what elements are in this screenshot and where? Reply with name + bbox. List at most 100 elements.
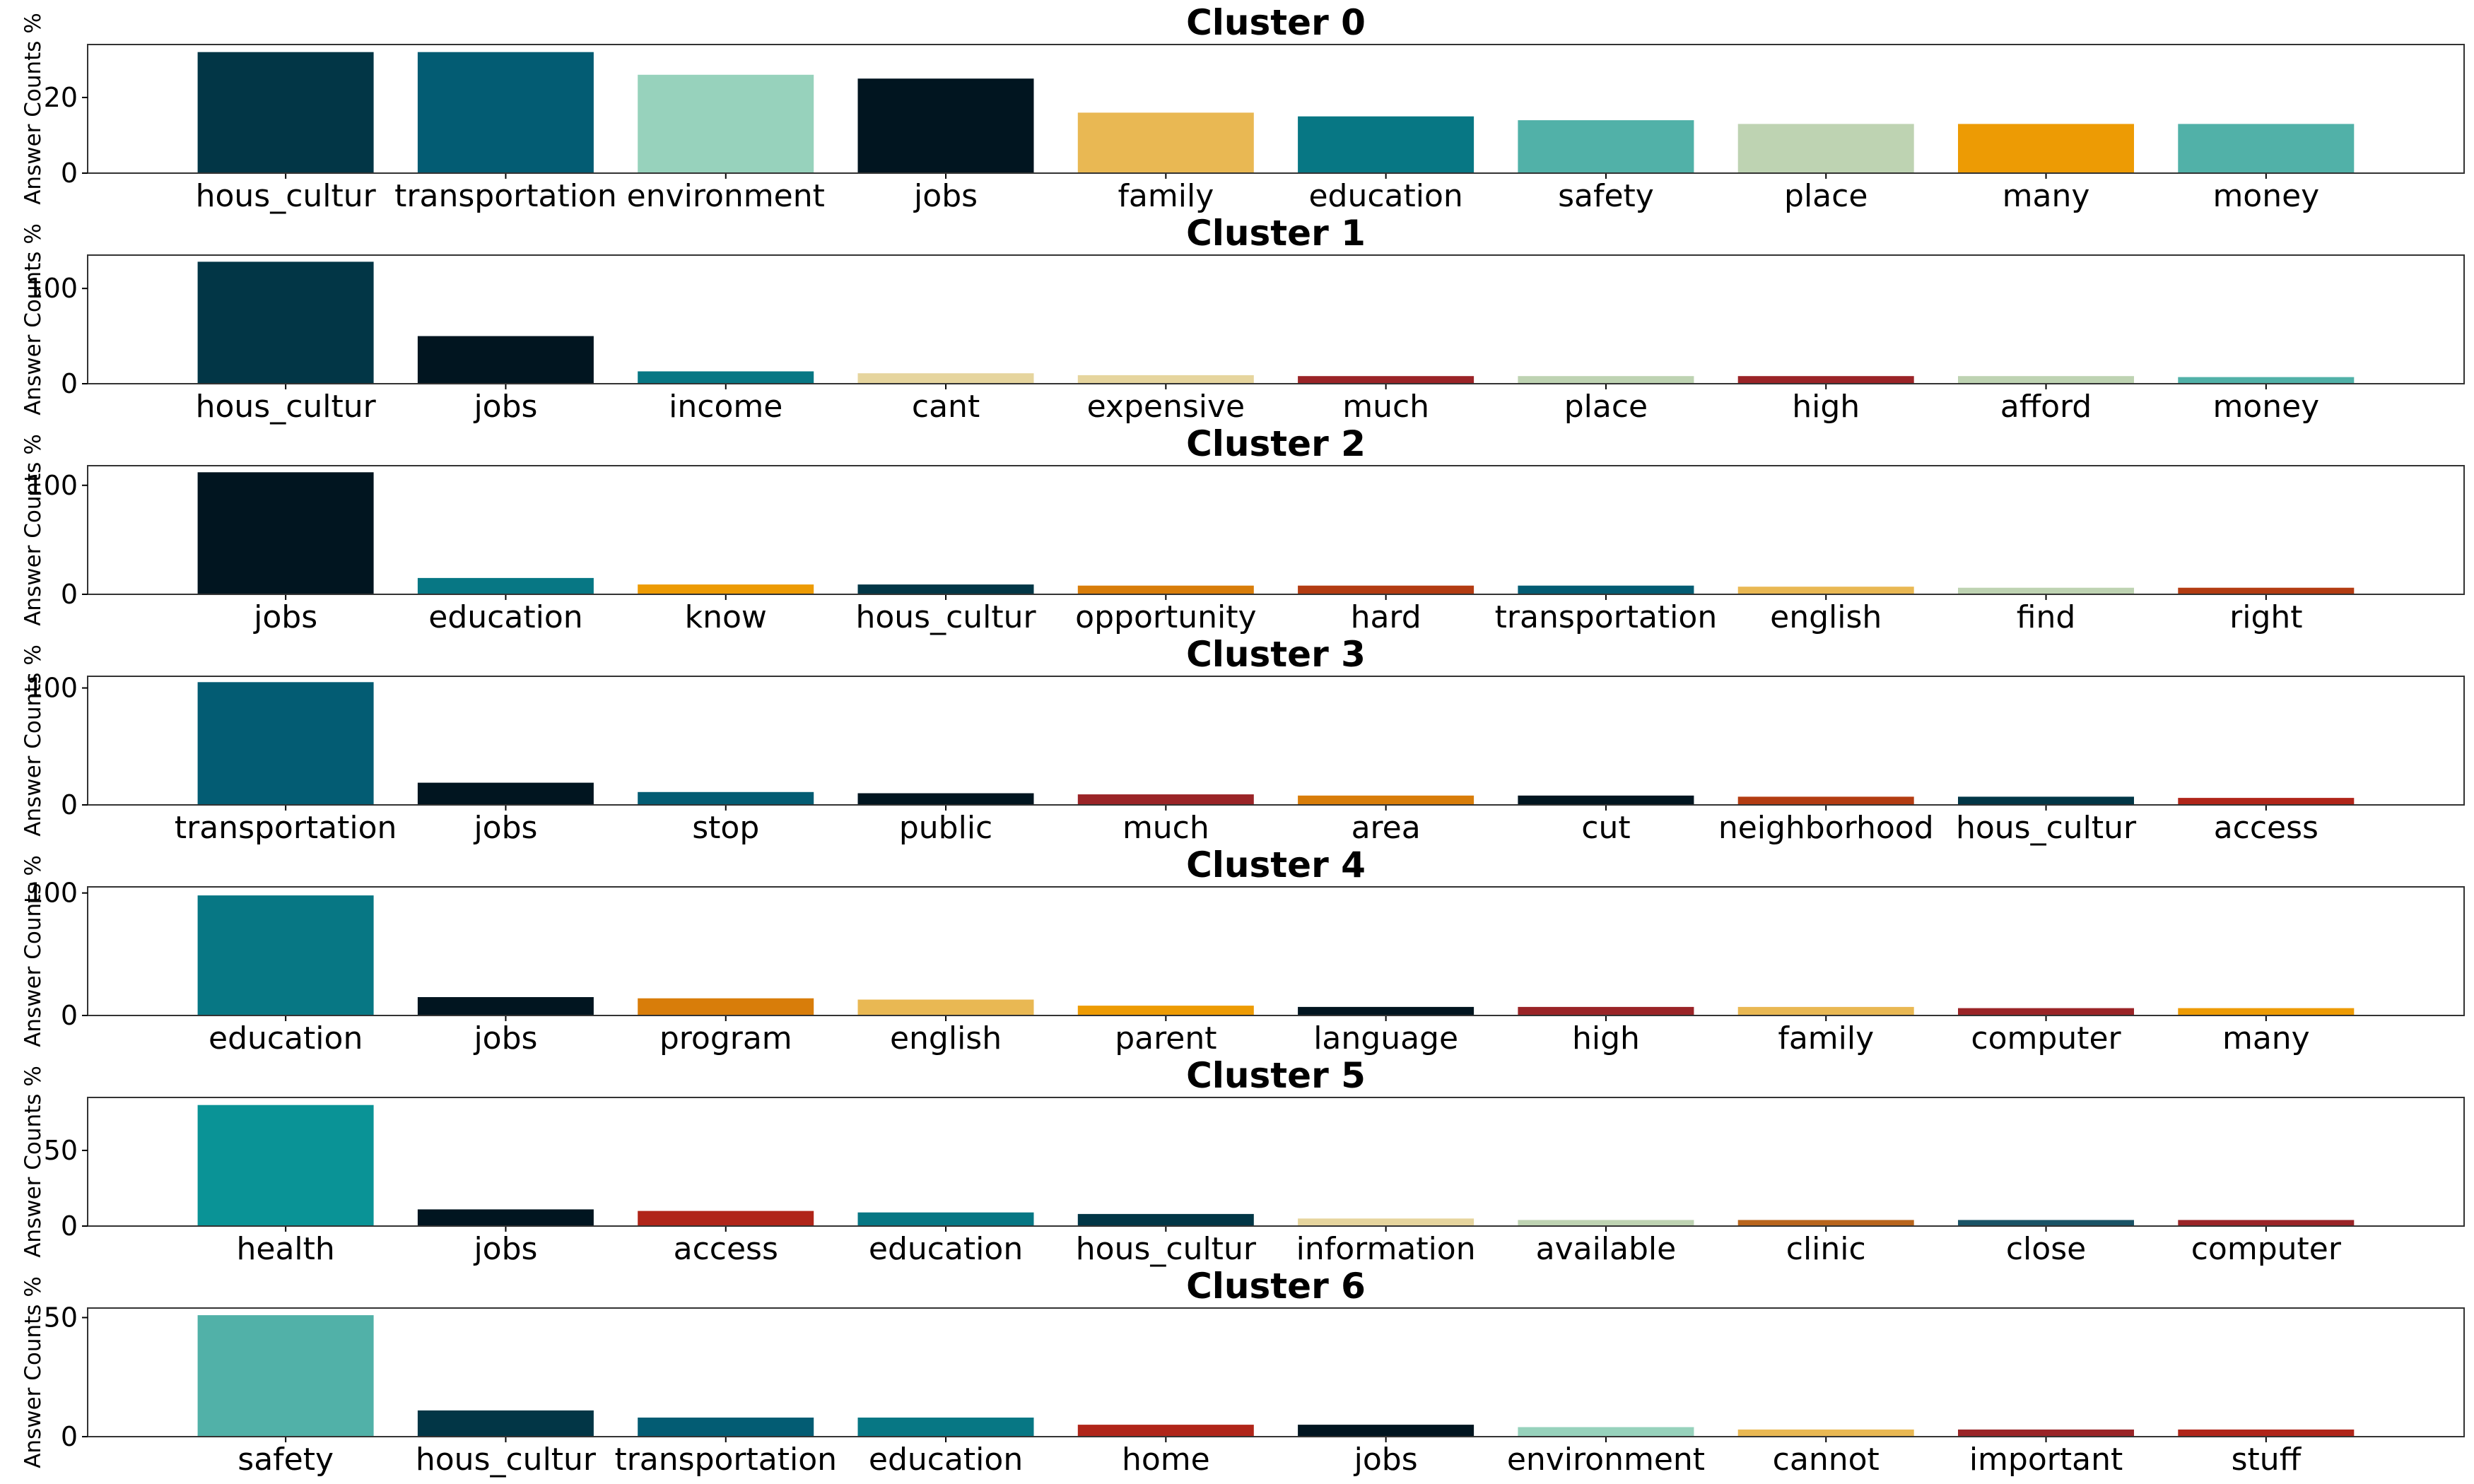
axes-frame bbox=[87, 676, 2465, 806]
x-tick-label: program bbox=[659, 1020, 792, 1056]
bar-transportation bbox=[417, 52, 594, 173]
bar-cannot bbox=[1737, 1429, 1914, 1437]
x-tick-label: high bbox=[1572, 1020, 1640, 1056]
bar-jobs bbox=[857, 78, 1034, 173]
y-tick-label: 0 bbox=[61, 1421, 78, 1452]
y-axis-label: Answer Counts % bbox=[20, 855, 46, 1047]
bar-environment bbox=[1518, 1427, 1694, 1437]
x-tick-label: hous_cultur bbox=[196, 178, 377, 214]
x-tick-label: neighborhood bbox=[1718, 810, 1934, 846]
bar-afford bbox=[1958, 376, 2134, 384]
axes-frame bbox=[87, 1097, 2465, 1227]
chart-panel-0: hous_cultur transportation environment jobs… bbox=[20, 2, 2465, 214]
x-tick-label: stuff bbox=[2232, 1442, 2302, 1478]
x-tick-label: jobs bbox=[473, 1231, 537, 1267]
x-tick-label: access bbox=[674, 1231, 778, 1267]
bar-jobs bbox=[197, 472, 374, 594]
x-tick-label: family bbox=[1118, 178, 1214, 214]
x-tick-label: education bbox=[209, 1020, 363, 1056]
y-tick-label: 0 bbox=[61, 579, 78, 610]
y-tick-label: 50 bbox=[44, 1135, 78, 1166]
x-tick-label: hous_cultur bbox=[416, 1442, 597, 1478]
x-tick-label: opportunity bbox=[1075, 599, 1256, 635]
x-tick-label: transportation bbox=[394, 178, 617, 214]
x-tick-label: computer bbox=[1971, 1020, 2121, 1056]
axes-frame bbox=[87, 1307, 2465, 1437]
bar-find bbox=[1958, 587, 2134, 594]
panel-title: Cluster 2 bbox=[1186, 423, 1366, 464]
chart-panel-4: education jobs program english parent languag… bbox=[20, 844, 2465, 1056]
bar-much bbox=[1077, 794, 1254, 805]
bar-stuff bbox=[2178, 1429, 2355, 1437]
x-tick-label: education bbox=[428, 599, 582, 635]
panel-title: Cluster 6 bbox=[1186, 1266, 1366, 1307]
bar-family bbox=[1737, 1006, 1914, 1015]
chart-panel-5: health jobs access education hous_cultur info… bbox=[20, 1055, 2465, 1267]
bar-access bbox=[2178, 798, 2355, 805]
bar-right bbox=[2178, 587, 2355, 594]
x-tick-label: family bbox=[1778, 1020, 1874, 1056]
x-tick-label: computer bbox=[2191, 1231, 2342, 1267]
bar-english bbox=[857, 999, 1034, 1015]
bar-safety bbox=[1518, 120, 1694, 173]
y-tick-label: 20 bbox=[44, 82, 78, 113]
x-tick-label: important bbox=[1969, 1442, 2123, 1478]
y-tick-label: 50 bbox=[44, 1302, 78, 1333]
bar-hous-cultur bbox=[857, 584, 1034, 594]
x-tick-label: education bbox=[1308, 178, 1462, 214]
chart-panel-1: hous_cultur jobs income cant expensive much pl… bbox=[20, 213, 2465, 425]
bar-information bbox=[1298, 1218, 1475, 1226]
x-tick-label: jobs bbox=[473, 810, 537, 846]
bar-hous-cultur bbox=[197, 261, 374, 384]
y-tick-label: 100 bbox=[26, 273, 78, 304]
bar-many bbox=[2178, 1008, 2355, 1015]
bar-environment bbox=[638, 74, 814, 173]
panel-title: Cluster 3 bbox=[1186, 634, 1366, 675]
x-tick-label: public bbox=[899, 810, 992, 846]
bar-neighborhood bbox=[1737, 796, 1914, 805]
x-tick-label: jobs bbox=[473, 1020, 537, 1056]
y-tick-label: 0 bbox=[61, 158, 78, 189]
bar-access bbox=[638, 1211, 814, 1226]
x-tick-label: information bbox=[1296, 1231, 1476, 1267]
x-tick-label: environment bbox=[1507, 1442, 1705, 1478]
x-tick-label: many bbox=[2222, 1020, 2310, 1056]
bar-clinic bbox=[1737, 1220, 1914, 1226]
x-tick-label: jobs bbox=[1354, 1442, 1418, 1478]
x-tick-label: afford bbox=[2000, 389, 2092, 425]
bar-education bbox=[857, 1418, 1034, 1437]
x-tick-label: area bbox=[1352, 810, 1421, 846]
y-tick-label: 0 bbox=[61, 789, 78, 820]
bar-health bbox=[197, 1105, 374, 1226]
x-tick-label: hous_cultur bbox=[855, 599, 1036, 635]
bar-hard bbox=[1298, 585, 1475, 594]
bar-area bbox=[1298, 795, 1475, 805]
panel-title: Cluster 5 bbox=[1186, 1055, 1366, 1096]
bar-public bbox=[857, 793, 1034, 805]
bar-program bbox=[638, 998, 814, 1015]
bar-family bbox=[1077, 112, 1254, 173]
x-tick-label: much bbox=[1342, 389, 1429, 425]
bar-know bbox=[638, 584, 814, 594]
bar-transportation bbox=[197, 682, 374, 805]
x-tick-label: cut bbox=[1581, 810, 1630, 846]
bar-jobs bbox=[1298, 1425, 1475, 1437]
axes-frame bbox=[87, 254, 2465, 384]
y-axis-label: Answer Counts % bbox=[20, 434, 46, 626]
bar-parent bbox=[1077, 1006, 1254, 1015]
y-tick-label: 0 bbox=[61, 1211, 78, 1242]
x-tick-label: hous_cultur bbox=[196, 389, 377, 425]
panel-title: Cluster 0 bbox=[1186, 2, 1366, 43]
x-tick-label: right bbox=[2229, 599, 2302, 635]
bar-transportation bbox=[1518, 585, 1694, 594]
y-tick-label: 0 bbox=[61, 1000, 78, 1031]
y-axis-label: Answer Counts % bbox=[20, 644, 46, 837]
bar-opportunity bbox=[1077, 585, 1254, 594]
bar-education bbox=[197, 895, 374, 1015]
x-tick-label: education bbox=[869, 1231, 1023, 1267]
x-tick-label: jobs bbox=[473, 389, 537, 425]
bar-language bbox=[1298, 1006, 1475, 1015]
bar-education bbox=[1298, 116, 1475, 173]
y-tick-label: 100 bbox=[26, 878, 78, 909]
